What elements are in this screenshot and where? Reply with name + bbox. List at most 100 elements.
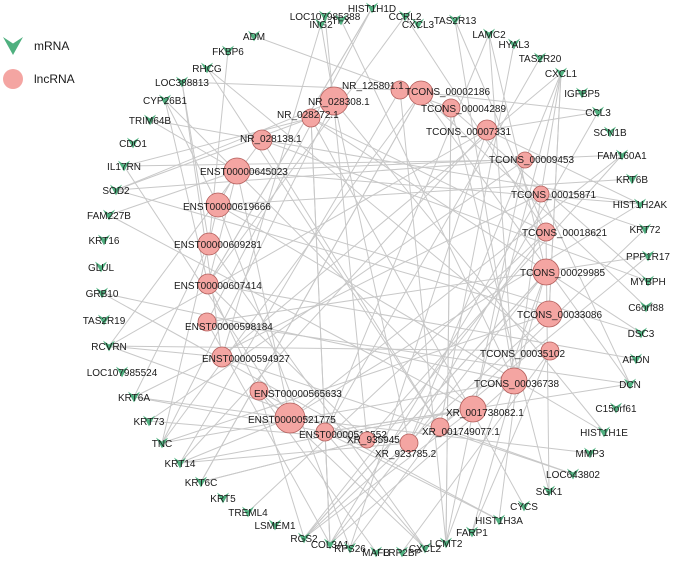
mrna-node: KRT6C (185, 476, 217, 489)
mrna-label: RHCG (192, 64, 222, 75)
legend-circle-icon (3, 69, 23, 89)
mrna-marker (555, 67, 567, 79)
mrna-label: CXCL3 (402, 20, 435, 31)
mrna-label: PPP1R17 (626, 252, 670, 263)
mrna-label: LRP2BP (383, 548, 422, 559)
mrna-node: KRT72 (630, 223, 661, 236)
mrna-node: LAMC2 (472, 28, 506, 41)
edge (310, 117, 642, 334)
lncrna-marker (197, 232, 221, 256)
mrna-node: TREML4 (228, 506, 268, 519)
edge (329, 193, 542, 545)
edge (236, 154, 623, 172)
lncrna-label: NR_028308.1 (308, 97, 370, 108)
lncrna-node: ENST00000609281 (174, 232, 262, 256)
mrna-label: MYBPH (630, 277, 666, 288)
mrna-node: HYAL3 (499, 38, 530, 51)
mrna-label: TFX (332, 16, 351, 27)
mrna-marker (315, 18, 327, 30)
edge (148, 159, 526, 422)
mrna-marker (635, 327, 647, 339)
mrna-node: LCMT2 (430, 537, 463, 550)
edge (179, 129, 488, 464)
mrna-label: CXCL1 (545, 69, 578, 80)
mrna-node: SOD2 (102, 184, 130, 197)
edge (149, 119, 238, 172)
lncrna-node: XR_923785.2 (375, 433, 437, 460)
mrna-node: KRT14 (165, 457, 196, 470)
edge (488, 33, 547, 273)
mrna-label: SOD2 (102, 186, 130, 197)
lncrna-node: ENST00000598184 (185, 312, 273, 333)
mrna-label: C15orf61 (595, 404, 637, 415)
lncrna-label: TCONS_00009453 (489, 155, 574, 166)
edge (324, 431, 426, 549)
edge (221, 23, 322, 358)
mrna-node: DSC3 (628, 327, 655, 340)
mrna-label: CCRL2 (389, 12, 422, 23)
mrna-label: CDO1 (119, 139, 147, 150)
edge (445, 159, 526, 544)
mrna-label: HIST1H2AK (613, 200, 668, 211)
mrna-marker (116, 366, 128, 378)
lncrna-node: NR_028138.1 (240, 129, 302, 151)
legend-label: mRNA (34, 39, 69, 53)
lncrna-label: ENST00000619666 (183, 202, 271, 213)
mrna-label: HIST1H3A (475, 516, 523, 527)
mrna-marker (96, 287, 108, 299)
edge (200, 92, 422, 483)
lncrna-marker (205, 192, 231, 218)
mrna-node: TAS2R19 (83, 314, 126, 327)
lncrna-label: NR_028138.1 (240, 134, 302, 145)
edge (399, 89, 447, 544)
edge (303, 313, 550, 539)
edge (179, 417, 291, 464)
lncrna-node: TCONS_00033086 (517, 300, 602, 328)
edge (258, 390, 305, 539)
edge (181, 81, 401, 91)
edge (123, 117, 312, 167)
mrna-node: FKBP6 (212, 45, 244, 58)
lncrna-marker (459, 395, 487, 423)
mrna-node: RGS2 (290, 532, 318, 545)
edge (206, 321, 631, 385)
lncrna-marker (540, 341, 560, 361)
edge (445, 271, 547, 544)
mrna-node: CXCL1 (545, 67, 578, 80)
edge (261, 139, 641, 205)
mrna-label: TREML4 (228, 508, 268, 519)
mrna-node: CXCL2 (409, 542, 442, 555)
lncrna-marker (399, 433, 419, 453)
edge (115, 100, 335, 191)
lncrna-marker (197, 273, 219, 295)
mrna-node: SGK1 (536, 485, 563, 498)
mrna-label: SCN1B (593, 128, 627, 139)
mrna-marker (222, 45, 234, 57)
edge (498, 193, 542, 521)
mrna-marker (440, 537, 452, 549)
edge (310, 117, 547, 233)
edge (221, 356, 574, 475)
mrna-node: LOC107985388 (290, 10, 361, 23)
edge (439, 426, 574, 475)
lncrna-node: TCONS_00015871 (511, 185, 596, 203)
mrna-label: DCN (619, 380, 641, 391)
mrna-marker (396, 546, 408, 558)
edge (161, 100, 335, 444)
edge (236, 170, 641, 205)
mrna-marker (156, 437, 168, 449)
mrna-label: RPS26 (334, 544, 366, 555)
lncrna-label: TCONS_00029985 (520, 268, 605, 279)
mrna-label: IL17RN (107, 162, 141, 173)
mrna-label: LSMEM1 (254, 521, 296, 532)
edge (324, 33, 490, 433)
mrna-label: LOC643802 (546, 470, 600, 481)
mrna-label: KRT6A (118, 393, 150, 404)
mrna-marker (518, 500, 530, 512)
legend-item-lncrna: lncRNA (3, 69, 75, 89)
mrna-node: HIST1H2AK (613, 198, 668, 211)
lncrna-node: ENST00000619666 (183, 192, 271, 218)
lncrna-node: ENST00000607414 (174, 273, 262, 295)
mrna-label: FAM227B (87, 211, 131, 222)
mrna-node: DCN (619, 378, 641, 391)
